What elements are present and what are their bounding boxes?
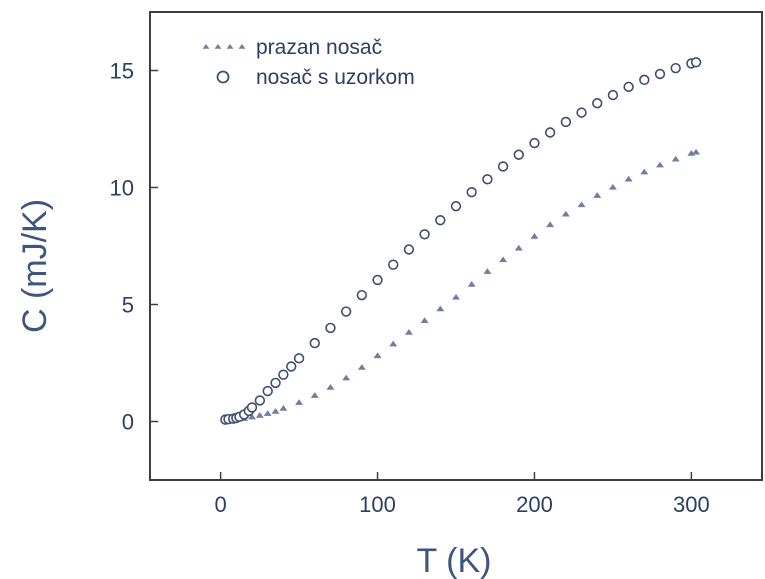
data-point-prazan-nosac [656, 161, 664, 168]
data-point-prazan-nosac [373, 352, 382, 359]
data-point-nosac-s-uzorkom [435, 215, 446, 226]
data-point-prazan-nosac [577, 201, 586, 208]
data-point-nosac-s-uzorkom [278, 369, 289, 380]
data-point-nosac-s-uzorkom [419, 229, 430, 240]
y-tick-label: 15 [110, 59, 134, 84]
x-tick-label: 300 [673, 492, 710, 517]
legend-marker-circle [216, 70, 230, 84]
data-point-prazan-nosac [692, 148, 701, 155]
legend-marker-point [214, 43, 222, 49]
data-point-nosac-s-uzorkom [529, 137, 540, 149]
data-point-nosac-s-uzorkom [466, 186, 477, 198]
y-axis-ticks: 0 5 10 15 [110, 59, 158, 435]
data-point-prazan-nosac [389, 340, 398, 347]
data-point-nosac-s-uzorkom [639, 74, 650, 86]
data-point-nosac-s-uzorkom [544, 127, 556, 138]
legend-label-prazan-nosac: prazan nosač [256, 36, 382, 59]
data-point-nosac-s-uzorkom [576, 107, 587, 118]
x-tick-label: 200 [516, 492, 553, 517]
data-point-nosac-s-uzorkom [246, 402, 258, 413]
data-point-nosac-s-uzorkom [286, 361, 297, 372]
data-point-nosac-s-uzorkom [356, 289, 368, 301]
legend-marker-point [226, 43, 234, 49]
x-axis-label: T (K) [417, 542, 492, 579]
data-point-nosac-s-uzorkom [388, 259, 399, 270]
legend-marker-point [202, 43, 210, 49]
data-point-nosac-s-uzorkom [482, 174, 493, 185]
data-point-nosac-s-uzorkom [623, 81, 634, 93]
data-point-nosac-s-uzorkom [372, 274, 383, 286]
data-point-nosac-s-uzorkom [254, 395, 266, 406]
data-point-nosac-s-uzorkom [592, 98, 603, 109]
data-point-nosac-s-uzorkom [309, 337, 320, 349]
legend-label-nosac-s-uzorkom: nosač s uzorkom [256, 66, 415, 89]
data-point-prazan-nosac [514, 244, 523, 251]
data-point-nosac-s-uzorkom [607, 89, 619, 101]
data-point-prazan-nosac [671, 155, 680, 162]
data-point-nosac-s-uzorkom [293, 353, 305, 364]
data-point-prazan-nosac [295, 399, 304, 405]
data-point-prazan-nosac [420, 317, 429, 324]
data-point-nosac-s-uzorkom [450, 201, 462, 212]
data-point-prazan-nosac [452, 293, 460, 300]
data-point-nosac-s-uzorkom [560, 116, 572, 128]
data-point-nosac-s-uzorkom [670, 62, 681, 74]
data-point-nosac-s-uzorkom [513, 149, 524, 160]
data-point-nosac-s-uzorkom [340, 306, 352, 317]
data-point-prazan-nosac [608, 183, 617, 190]
legend-marker-point [238, 43, 246, 49]
data-point-prazan-nosac [436, 305, 445, 312]
data-point-prazan-nosac [310, 392, 319, 398]
data-point-prazan-nosac [467, 281, 476, 287]
x-axis-ticks: 0 100 200 300 [214, 472, 710, 517]
data-point-nosac-s-uzorkom [654, 68, 666, 80]
data-point-prazan-nosac [499, 256, 508, 263]
data-point-prazan-nosac [357, 364, 366, 370]
series-prazan-nosac [224, 148, 701, 423]
data-point-prazan-nosac [530, 233, 539, 239]
y-tick-label: 5 [122, 293, 134, 318]
series-nosac-s-uzorkom [220, 57, 702, 425]
data-point-prazan-nosac [271, 408, 280, 414]
data-point-prazan-nosac [404, 328, 413, 335]
legend: prazan nosač nosač s uzorkom [202, 36, 415, 89]
x-tick-label: 0 [214, 492, 226, 517]
data-point-nosac-s-uzorkom [403, 244, 415, 255]
data-point-prazan-nosac [248, 413, 256, 420]
plot-frame [149, 11, 763, 481]
data-point-prazan-nosac [326, 383, 335, 390]
data-point-prazan-nosac [561, 210, 570, 217]
data-point-nosac-s-uzorkom [262, 385, 273, 397]
data-point-prazan-nosac [263, 410, 272, 416]
data-point-prazan-nosac [624, 175, 633, 182]
y-tick-label: 0 [122, 410, 134, 435]
data-point-nosac-s-uzorkom [270, 377, 281, 389]
x-tick-label: 100 [359, 492, 396, 517]
y-axis-label: C (mJ/K) [16, 199, 54, 333]
data-point-prazan-nosac [255, 412, 264, 418]
data-point-nosac-s-uzorkom [690, 57, 702, 68]
y-tick-label: 10 [110, 176, 134, 201]
legend-marker-triangle [202, 43, 246, 49]
data-point-prazan-nosac [483, 268, 492, 274]
data-point-prazan-nosac [593, 192, 602, 198]
data-point-nosac-s-uzorkom [325, 322, 336, 334]
data-point-prazan-nosac [279, 405, 288, 411]
data-point-nosac-s-uzorkom [497, 161, 509, 172]
data-point-prazan-nosac [640, 168, 649, 175]
data-point-prazan-nosac [546, 221, 555, 228]
data-point-prazan-nosac [342, 374, 351, 381]
